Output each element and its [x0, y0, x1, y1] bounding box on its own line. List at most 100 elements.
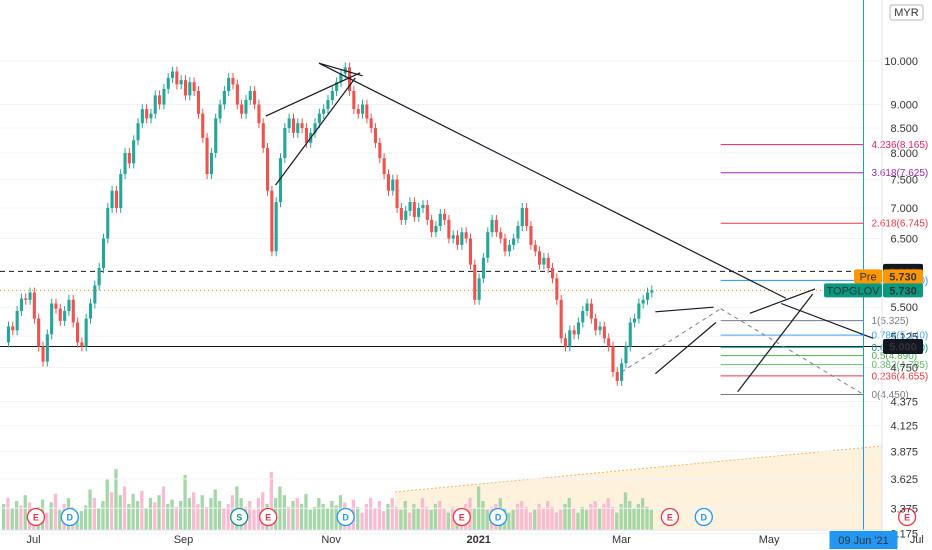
candle-body	[412, 202, 416, 217]
volume-bar	[610, 506, 615, 530]
price-label-5	[883, 339, 923, 354]
volume-bar	[386, 503, 390, 530]
x-tick-label: 2021	[466, 534, 490, 546]
volume-bar	[520, 501, 524, 530]
volume-bar	[321, 503, 325, 530]
event-marker-d[interactable]	[694, 507, 713, 527]
candle-body	[201, 113, 205, 138]
candle-body	[175, 71, 179, 85]
volume-bar	[295, 498, 299, 530]
candle-body	[373, 128, 377, 143]
candle-body	[646, 292, 650, 300]
candle-body	[218, 104, 222, 119]
volume-bar	[217, 501, 222, 530]
x-tick-label: Sep	[174, 534, 194, 546]
trendline[interactable]	[780, 302, 874, 339]
trendline[interactable]	[318, 62, 363, 77]
event-marker-s[interactable]	[230, 507, 249, 527]
candle-body	[205, 137, 209, 175]
event-marker-e[interactable]	[259, 507, 278, 527]
trendline[interactable]	[265, 72, 361, 117]
volume-bar	[572, 508, 576, 531]
candle-body	[399, 208, 403, 220]
volume-bar	[15, 501, 19, 530]
candle-body	[464, 232, 468, 239]
pre-price-label: 5.730	[889, 271, 917, 283]
currency-badge[interactable]	[889, 4, 924, 21]
fib-level-label: 3.618(7.625)	[872, 168, 929, 179]
volume-bar	[118, 495, 122, 530]
candle-body	[507, 244, 511, 252]
candle-body	[171, 71, 175, 78]
candle-body	[589, 303, 593, 319]
trendline[interactable]	[720, 308, 864, 395]
volume-bar	[105, 479, 109, 531]
price-axis[interactable]: 10.000 9.000 8.500 8.000 7.500 7.000 6.500 5.50…	[881, 0, 924, 550]
volume-bar	[79, 511, 83, 530]
volume-bar	[291, 501, 295, 530]
volume-bar	[252, 509, 256, 530]
volume-bar	[92, 498, 96, 530]
trendline[interactable]	[318, 62, 787, 299]
time-axis[interactable]: Jul Sep Nov 2021 Mar May Jul 09 Jun '21	[0, 529, 924, 549]
y-tick-label: 6.500	[890, 234, 918, 246]
volume-bar	[170, 499, 174, 530]
gridlines	[0, 60, 882, 534]
y-tick-label: 7.000	[890, 203, 918, 215]
candle-body	[425, 205, 429, 220]
trendline[interactable]	[275, 77, 356, 186]
trendline[interactable]	[655, 322, 717, 375]
pre-price-tag	[883, 269, 923, 284]
fib-level-label: 0.5(4.890)	[872, 351, 918, 362]
trendlines[interactable]	[265, 62, 874, 395]
volume-bar	[213, 489, 217, 530]
volume-bar	[131, 493, 135, 531]
candle-body	[84, 318, 88, 347]
y-tick-label: 4.375	[890, 397, 918, 409]
trendline[interactable]	[655, 306, 714, 313]
volume-bar	[97, 508, 101, 531]
candle-body	[45, 334, 49, 362]
event-marker-e[interactable]	[452, 507, 471, 527]
candle-body	[209, 153, 213, 175]
volume-bar	[533, 509, 537, 530]
candle-body	[240, 104, 244, 114]
event-marker-label: E	[667, 513, 673, 523]
event-marker-d[interactable]	[488, 507, 508, 527]
event-marker-d[interactable]	[336, 507, 355, 527]
event-marker-d[interactable]	[60, 507, 79, 527]
volume-bar	[88, 489, 92, 530]
candle-body	[352, 91, 356, 110]
candle-body	[499, 232, 503, 239]
candle-body	[110, 190, 114, 208]
volume-bar	[438, 501, 442, 530]
volume-bar	[563, 503, 567, 530]
fib-level-label: 0.382(4.785)	[872, 360, 929, 371]
y-tick-label: 3.625	[890, 474, 918, 486]
candle-body	[227, 77, 231, 91]
volume-bar	[330, 501, 334, 530]
candle-body	[326, 99, 330, 109]
fib-level-label: 0.786(5.140)	[872, 331, 929, 342]
x-tick-label: Jul	[26, 534, 40, 546]
candle-body	[438, 213, 442, 226]
event-marker-e[interactable]	[897, 507, 917, 527]
trendline[interactable]	[749, 288, 816, 314]
candle-body	[538, 251, 542, 265]
event-marker-e[interactable]	[660, 507, 680, 527]
candle-body	[585, 303, 589, 311]
candle-body	[417, 208, 421, 217]
trendline[interactable]	[621, 308, 721, 373]
volume-bar	[248, 501, 252, 530]
volume-bar	[127, 503, 131, 530]
volume-bar	[282, 495, 286, 530]
candle-body	[158, 95, 162, 105]
candle-body	[132, 140, 136, 164]
volume-bar	[2, 503, 6, 530]
event-marker-e[interactable]	[26, 507, 46, 527]
horizontal-lines	[0, 270, 882, 347]
volume-bar	[576, 512, 580, 530]
candle-body	[278, 158, 282, 203]
